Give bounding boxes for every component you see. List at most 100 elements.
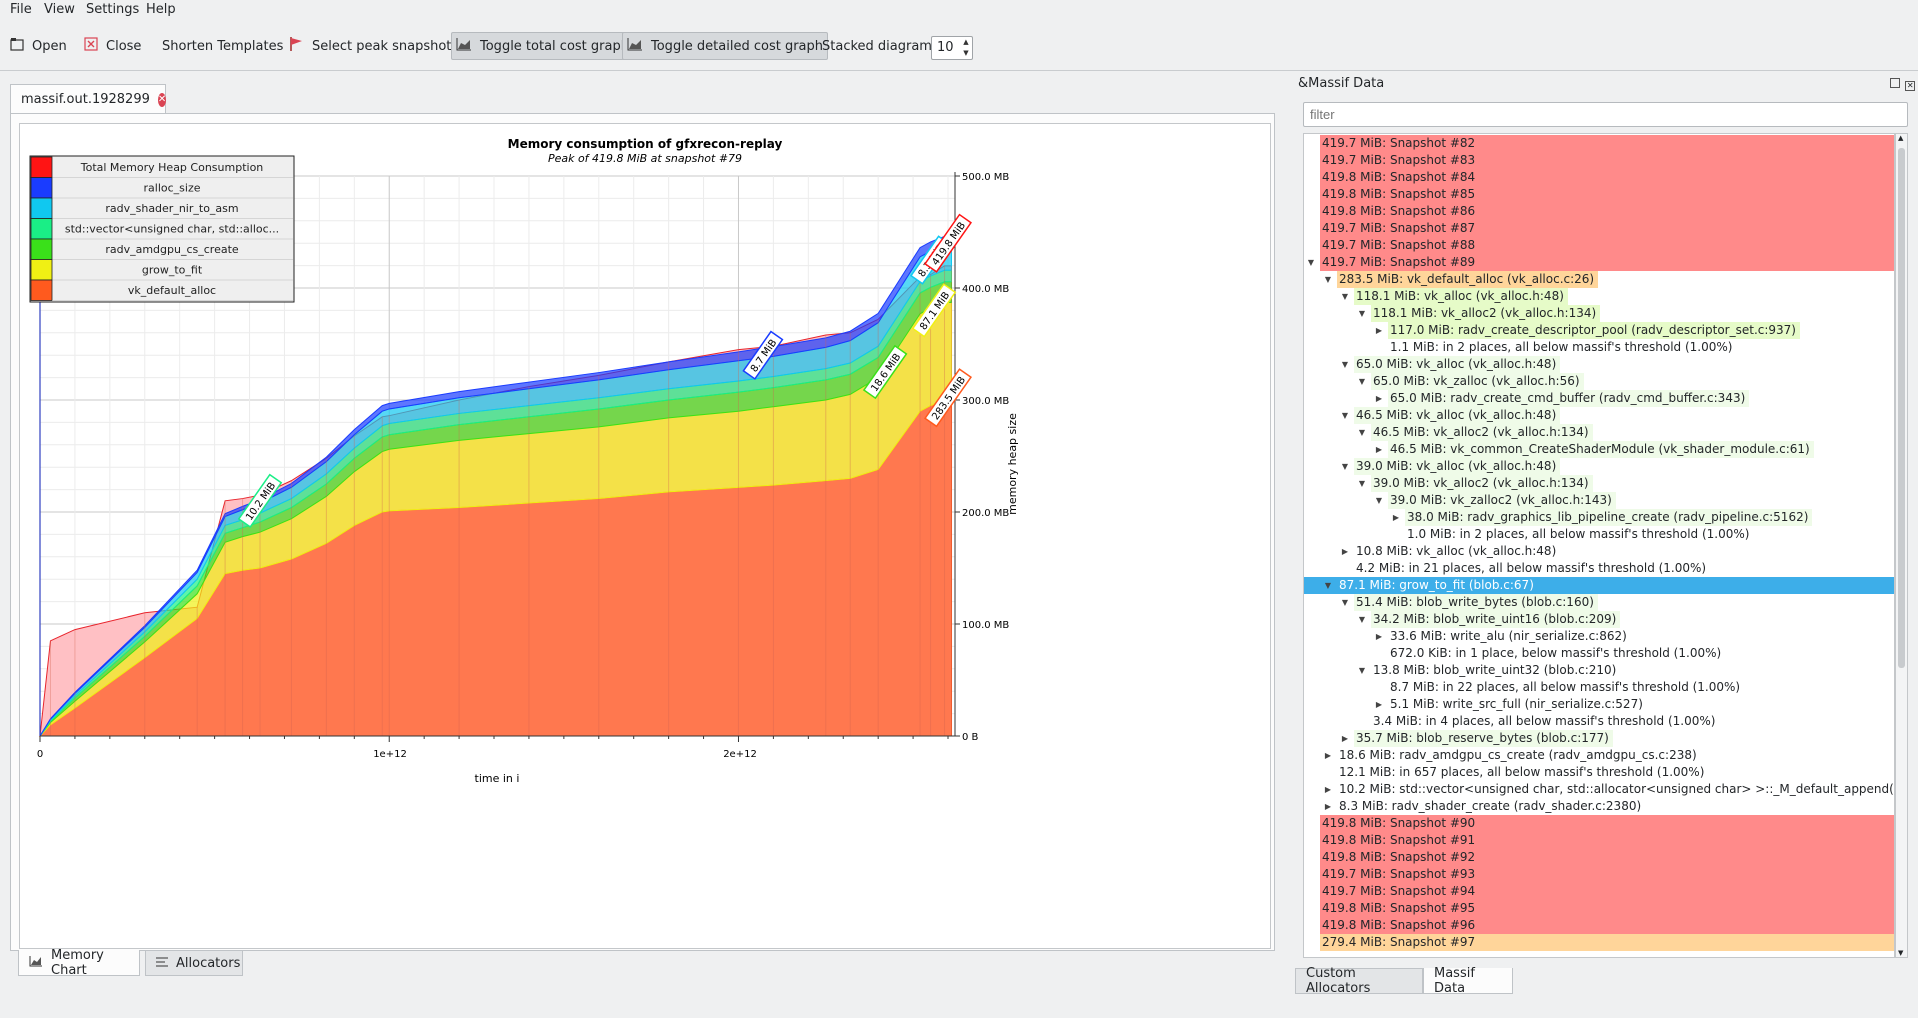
tree-row[interactable]: 12.1 MiB: in 657 places, all below massi… (1304, 764, 1894, 781)
tree-scrollbar[interactable]: ▲ ▼ (1895, 133, 1908, 958)
snapshot-row[interactable]: 419.8 MiB: Snapshot #95 (1304, 900, 1894, 917)
expanded-arrow-icon[interactable]: ▼ (1341, 292, 1349, 301)
collapsed-arrow-icon[interactable]: ▶ (1324, 785, 1332, 794)
snapshot-row[interactable]: 279.4 MiB: Snapshot #97 (1304, 934, 1894, 951)
snapshot-row[interactable]: 419.8 MiB: Snapshot #85 (1304, 186, 1894, 203)
menu-settings[interactable]: Settings (86, 2, 140, 17)
snapshot-row[interactable]: 419.7 MiB: Snapshot #88 (1304, 237, 1894, 254)
tab-massif-data[interactable]: Massif Data (1423, 966, 1513, 996)
expanded-arrow-icon[interactable]: ▼ (1358, 428, 1366, 437)
tree-row[interactable]: 3.4 MiB: in 4 places, all below massif's… (1304, 713, 1894, 730)
expanded-arrow-icon[interactable]: ▼ (1358, 377, 1366, 386)
menu-view[interactable]: View (44, 2, 75, 17)
expanded-arrow-icon[interactable]: ▼ (1358, 666, 1366, 675)
tree-row[interactable]: ▼ 39.0 MiB: vk_alloc2 (vk_alloc.h:134) (1304, 475, 1894, 492)
collapsed-arrow-icon[interactable]: ▶ (1341, 547, 1349, 556)
snapshot-row[interactable]: 419.7 MiB: Snapshot #94 (1304, 883, 1894, 900)
scrollbar-thumb[interactable] (1898, 148, 1905, 668)
collapsed-arrow-icon[interactable]: ▶ (1392, 513, 1400, 522)
expanded-arrow-icon[interactable]: ▼ (1341, 360, 1349, 369)
open-button[interactable]: Open (6, 32, 71, 60)
tree-row[interactable]: ▼ 65.0 MiB: vk_alloc (vk_alloc.h:48) (1304, 356, 1894, 373)
scroll-down-icon[interactable]: ▼ (1898, 949, 1904, 957)
tab-custom-allocators[interactable]: Custom Allocators (1295, 966, 1423, 996)
tree-row[interactable]: ▼ 283.5 MiB: vk_default_alloc (vk_alloc.c… (1304, 271, 1894, 288)
tree-row[interactable]: ▼ 46.5 MiB: vk_alloc (vk_alloc.h:48) (1304, 407, 1894, 424)
shorten-templates-button[interactable]: Shorten Templates (158, 32, 287, 60)
tree-row[interactable]: 4.2 MiB: in 21 places, all below massif'… (1304, 560, 1894, 577)
file-tab[interactable]: massif.out.1928299 ✕ (10, 84, 167, 114)
toggle-detailed-cost-button[interactable]: Toggle detailed cost graph (622, 32, 829, 60)
tree-row[interactable]: ▶ 10.8 MiB: vk_alloc (vk_alloc.h:48) (1304, 543, 1894, 560)
tree-row[interactable]: ▼ 87.1 MiB: grow_to_fit (blob.c:67) (1304, 577, 1894, 594)
expanded-arrow-icon[interactable]: ▼ (1307, 258, 1315, 267)
snapshot-row[interactable]: 419.7 MiB: Snapshot #93 (1304, 866, 1894, 883)
collapsed-arrow-icon[interactable]: ▶ (1375, 700, 1383, 709)
snapshot-row[interactable]: 419.8 MiB: Snapshot #86 (1304, 203, 1894, 220)
stacked-diagrams-spinbox[interactable]: 10 ▲ ▼ (931, 36, 973, 60)
spin-up-icon[interactable]: ▲ (963, 38, 969, 46)
snapshot-row[interactable]: 419.8 MiB: Snapshot #91 (1304, 832, 1894, 849)
tree-row[interactable]: ▼ 118.1 MiB: vk_alloc (vk_alloc.h:48) (1304, 288, 1894, 305)
select-peak-button[interactable]: Select peak snapshot (284, 32, 455, 60)
menu-help[interactable]: Help (146, 2, 176, 17)
snapshot-row[interactable]: 419.8 MiB: Snapshot #92 (1304, 849, 1894, 866)
close-button[interactable]: Close (80, 32, 145, 60)
massif-data-tree[interactable]: 419.7 MiB: Snapshot #82 419.7 MiB: Snapsh… (1303, 133, 1895, 958)
collapsed-arrow-icon[interactable]: ▶ (1375, 445, 1383, 454)
tree-row[interactable]: ▼ 118.1 MiB: vk_alloc2 (vk_alloc.h:134) (1304, 305, 1894, 322)
tree-row[interactable]: ▶ 35.7 MiB: blob_reserve_bytes (blob.c:17… (1304, 730, 1894, 747)
tree-row[interactable]: 1.1 MiB: in 2 places, all below massif's… (1304, 339, 1894, 356)
tree-row[interactable]: ▶ 5.1 MiB: write_src_full (nir_serialize.… (1304, 696, 1894, 713)
snapshot-row[interactable]: 419.7 MiB: Snapshot #82 (1304, 135, 1894, 152)
expanded-arrow-icon[interactable]: ▼ (1324, 581, 1332, 590)
float-dock-icon[interactable] (1890, 78, 1900, 88)
tab-allocators[interactable]: Allocators (145, 950, 243, 976)
tree-row[interactable]: ▶ 18.6 MiB: radv_amdgpu_cs_create (radv_a… (1304, 747, 1894, 764)
close-tab-icon[interactable]: ✕ (157, 92, 167, 107)
collapsed-arrow-icon[interactable]: ▶ (1341, 734, 1349, 743)
expanded-arrow-icon[interactable]: ▼ (1341, 598, 1349, 607)
tree-row[interactable]: 8.7 MiB: in 22 places, all below massif'… (1304, 679, 1894, 696)
expanded-arrow-icon[interactable]: ▼ (1341, 462, 1349, 471)
tree-row[interactable]: ▶ 10.2 MiB: std::vector<unsigned char, st… (1304, 781, 1894, 798)
collapsed-arrow-icon[interactable]: ▶ (1324, 802, 1332, 811)
expanded-arrow-icon[interactable]: ▼ (1324, 275, 1332, 284)
tree-row[interactable]: ▶ 46.5 MiB: vk_common_CreateShaderModule … (1304, 441, 1894, 458)
toggle-total-cost-button[interactable]: Toggle total cost graph (451, 32, 634, 60)
expanded-arrow-icon[interactable]: ▼ (1375, 496, 1383, 505)
tree-row[interactable]: ▼ 39.0 MiB: vk_alloc (vk_alloc.h:48) (1304, 458, 1894, 475)
expanded-arrow-icon[interactable]: ▼ (1358, 479, 1366, 488)
tree-row[interactable]: ▶ 65.0 MiB: radv_create_cmd_buffer (radv_… (1304, 390, 1894, 407)
tree-row[interactable]: ▼ 39.0 MiB: vk_zalloc2 (vk_alloc.h:143) (1304, 492, 1894, 509)
collapsed-arrow-icon[interactable]: ▶ (1375, 632, 1383, 641)
collapsed-arrow-icon[interactable]: ▶ (1375, 394, 1383, 403)
snapshot-row[interactable]: 419.7 MiB: Snapshot #87 (1304, 220, 1894, 237)
collapsed-arrow-icon[interactable]: ▶ (1375, 326, 1383, 335)
tree-row[interactable]: ▼ 46.5 MiB: vk_alloc2 (vk_alloc.h:134) (1304, 424, 1894, 441)
tree-row[interactable]: ▶ 8.3 MiB: radv_shader_create (radv_shade… (1304, 798, 1894, 815)
snapshot-row[interactable]: 419.8 MiB: Snapshot #96 (1304, 917, 1894, 934)
tree-row[interactable]: ▼ 51.4 MiB: blob_write_bytes (blob.c:160) (1304, 594, 1894, 611)
tree-row[interactable]: ▼ 65.0 MiB: vk_zalloc (vk_alloc.h:56) (1304, 373, 1894, 390)
snapshot-row[interactable]: ▼ 419.7 MiB: Snapshot #89 (1304, 254, 1894, 271)
close-dock-icon[interactable]: ✕ (1905, 81, 1916, 91)
tree-row[interactable]: ▼ 13.8 MiB: blob_write_uint32 (blob.c:210… (1304, 662, 1894, 679)
tab-memory-chart[interactable]: Memory Chart (18, 948, 140, 978)
tree-row[interactable]: 1.0 MiB: in 2 places, all below massif's… (1304, 526, 1894, 543)
expanded-arrow-icon[interactable]: ▼ (1358, 309, 1366, 318)
tree-row[interactable]: ▶ 38.0 MiB: radv_graphics_lib_pipeline_cr… (1304, 509, 1894, 526)
tree-row[interactable]: ▶ 117.0 MiB: radv_create_descriptor_pool … (1304, 322, 1894, 339)
expanded-arrow-icon[interactable]: ▼ (1341, 411, 1349, 420)
menu-file[interactable]: File (10, 2, 32, 17)
snapshot-row[interactable]: 419.8 MiB: Snapshot #90 (1304, 815, 1894, 832)
expanded-arrow-icon[interactable]: ▼ (1358, 615, 1366, 624)
tree-row[interactable]: ▼ 34.2 MiB: blob_write_uint16 (blob.c:209… (1304, 611, 1894, 628)
snapshot-row[interactable]: 419.8 MiB: Snapshot #84 (1304, 169, 1894, 186)
tree-row[interactable]: 672.0 KiB: in 1 place, below massif's th… (1304, 645, 1894, 662)
spin-down-icon[interactable]: ▼ (963, 49, 969, 57)
tree-row[interactable]: ▶ 33.6 MiB: write_alu (nir_serialize.c:86… (1304, 628, 1894, 645)
scroll-up-icon[interactable]: ▲ (1898, 134, 1904, 142)
collapsed-arrow-icon[interactable]: ▶ (1324, 751, 1332, 760)
snapshot-row[interactable]: 419.7 MiB: Snapshot #83 (1304, 152, 1894, 169)
